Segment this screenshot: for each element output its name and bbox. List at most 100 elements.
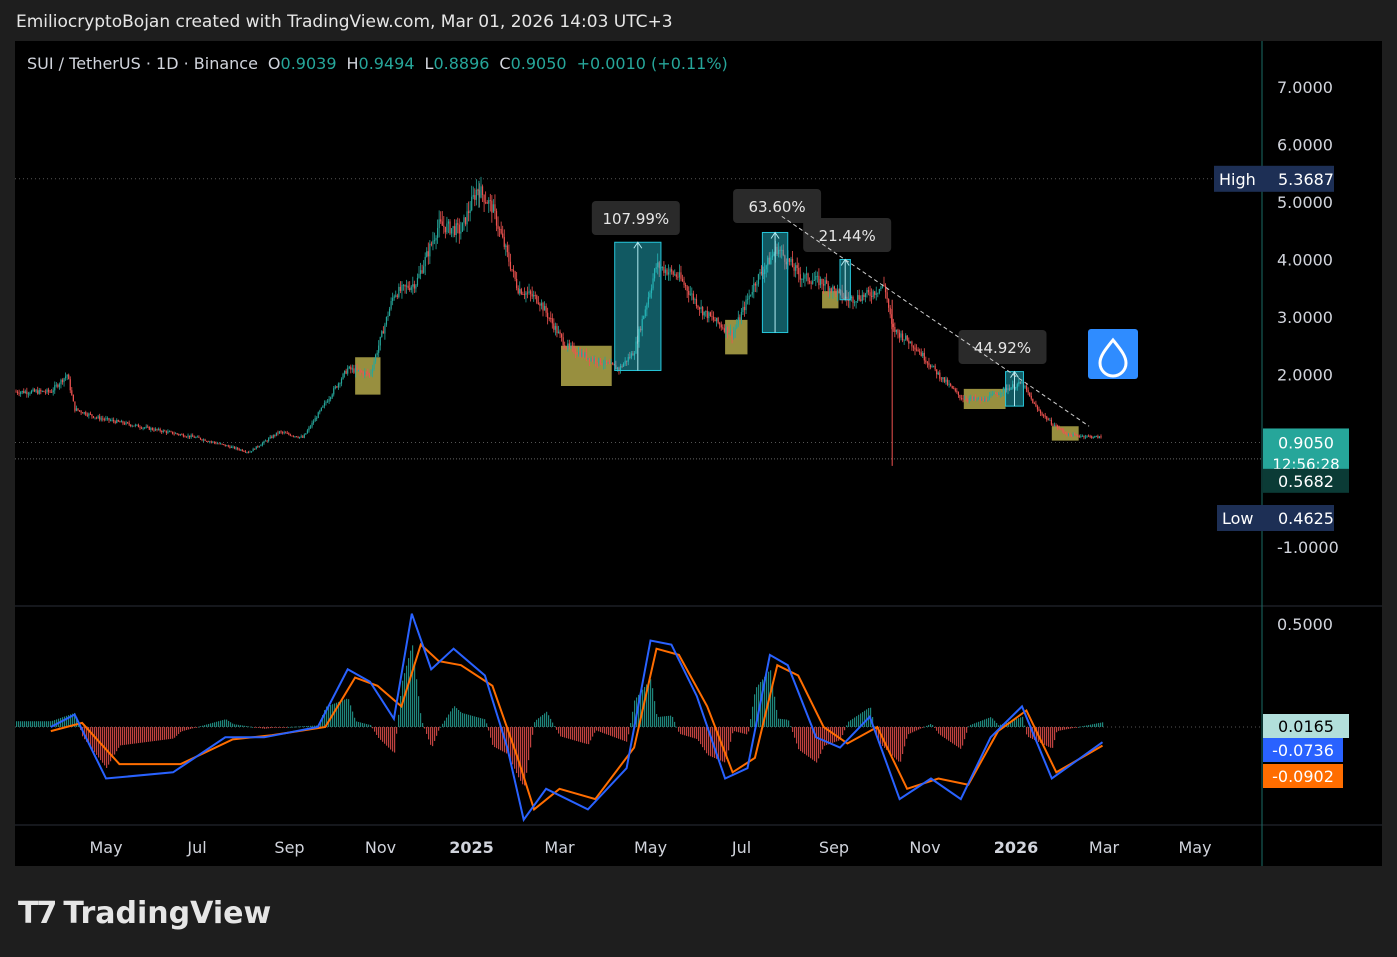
macd-hist-bar — [548, 715, 550, 727]
macd-hist-bar — [996, 722, 998, 727]
candle-body — [669, 269, 671, 273]
macd-hist-bar — [270, 727, 272, 729]
candle-body — [1074, 434, 1076, 435]
macd-hist-bar — [704, 727, 706, 751]
candle-body — [946, 379, 949, 385]
macd-hist-bar — [66, 715, 68, 727]
chart-svg[interactable]: 107.99% 63.60% 21.44% 44.92% SUI / TetherUS … — [15, 41, 1382, 866]
macd-hist-bar — [812, 727, 814, 760]
macd-hist-bar — [358, 721, 360, 727]
candle-body — [781, 249, 783, 251]
candle-body — [850, 296, 853, 299]
macd-hist-bar — [650, 679, 652, 727]
candle-body — [695, 299, 698, 307]
candle-body — [716, 317, 718, 322]
candle-body — [977, 398, 980, 400]
candle-body — [74, 401, 76, 411]
candle-body — [683, 280, 685, 285]
candle-body — [965, 398, 967, 400]
macd-hist-bar — [854, 717, 856, 727]
candle-body — [939, 372, 941, 379]
candle-body — [871, 295, 873, 297]
macd-hist-bar — [184, 727, 186, 731]
candle-body — [1008, 388, 1011, 390]
percent-label-1: 63.60% — [748, 198, 805, 216]
price-tick-label-4: 3.0000 — [1277, 308, 1333, 327]
macd-hist-bar — [292, 726, 294, 728]
price-tick-label-3: 4.0000 — [1277, 251, 1333, 270]
candle-body — [475, 189, 477, 200]
candle-body — [917, 349, 919, 352]
candle-body — [83, 412, 85, 414]
candle-body — [69, 379, 71, 391]
candle-body — [241, 449, 243, 452]
macd-hist-bar — [64, 716, 66, 727]
macd-hist-bar — [536, 719, 538, 727]
candle-body — [795, 265, 797, 271]
candle-body — [804, 274, 806, 279]
macd-hist-bar — [786, 719, 788, 727]
candle-body — [574, 352, 577, 354]
macd-hist-bar — [448, 714, 450, 727]
macd-hist-bar — [734, 727, 736, 732]
macd-hist-bar — [68, 715, 70, 727]
macd-hist-bar — [96, 727, 98, 755]
candle-body — [612, 362, 614, 365]
macd-hist-bar — [1072, 727, 1074, 729]
candle-body — [246, 451, 248, 453]
macd-hist-bar — [400, 695, 402, 727]
candle-body — [802, 278, 804, 280]
candle-body — [512, 270, 515, 272]
candle-body — [664, 269, 667, 273]
chart-panel[interactable]: 107.99% 63.60% 21.44% 44.92% SUI / TetherUS … — [15, 41, 1382, 866]
macd-hist-bar — [144, 727, 146, 743]
candle-body — [450, 228, 453, 234]
attribution-header: EmiliocryptoBojan created with TradingVi… — [16, 12, 673, 32]
macd-hist-bar — [608, 727, 610, 736]
candle-body — [1089, 435, 1091, 437]
macd-hist-bar — [434, 727, 436, 741]
macd-hist-bar — [426, 727, 428, 734]
candle-body — [368, 373, 370, 375]
macd-hist-bar — [788, 720, 790, 727]
macd-hist-bar — [678, 727, 680, 732]
candle-body — [919, 351, 921, 353]
reference-price-value: 0.5682 — [1278, 472, 1334, 491]
macd-hist-bar — [826, 727, 828, 746]
time-tick-label-11: Mar — [1089, 838, 1120, 857]
macd-hist-bar — [124, 727, 126, 745]
candle-body — [911, 341, 913, 347]
candle-body — [654, 269, 656, 279]
candle-body — [260, 445, 262, 447]
candle-body — [956, 390, 958, 392]
candle-body — [957, 391, 959, 395]
macd-hist-bar — [230, 722, 232, 727]
macd-hist-bar — [372, 727, 374, 729]
macd-hist-bar — [42, 721, 44, 727]
reference-price-badge — [1263, 468, 1349, 493]
macd-hist-bar — [116, 727, 118, 752]
candle-body — [585, 352, 587, 359]
candle-body — [85, 412, 87, 415]
macd-hist-bar — [516, 727, 518, 774]
macd-hist-bar — [716, 727, 718, 759]
candle-body — [505, 245, 507, 247]
candle-body — [305, 433, 307, 435]
macd-hist-bar — [432, 727, 434, 747]
candle-body — [392, 297, 394, 302]
macd-hist-bar — [976, 722, 978, 727]
candle-body — [554, 326, 556, 330]
candle-body — [809, 281, 811, 283]
macd-hist-bar — [272, 727, 274, 728]
candle-body — [178, 434, 180, 435]
candle-body — [289, 434, 291, 436]
candle-body — [443, 225, 445, 227]
candle-body — [590, 358, 592, 361]
macd-hist-bar — [794, 727, 796, 738]
macd-hist-bar — [186, 727, 188, 731]
candle-body — [171, 431, 174, 434]
candle-body — [15, 391, 17, 393]
macd-hist-bar — [640, 692, 642, 727]
candle-body — [291, 435, 293, 437]
macd-hist-bar — [894, 727, 896, 758]
